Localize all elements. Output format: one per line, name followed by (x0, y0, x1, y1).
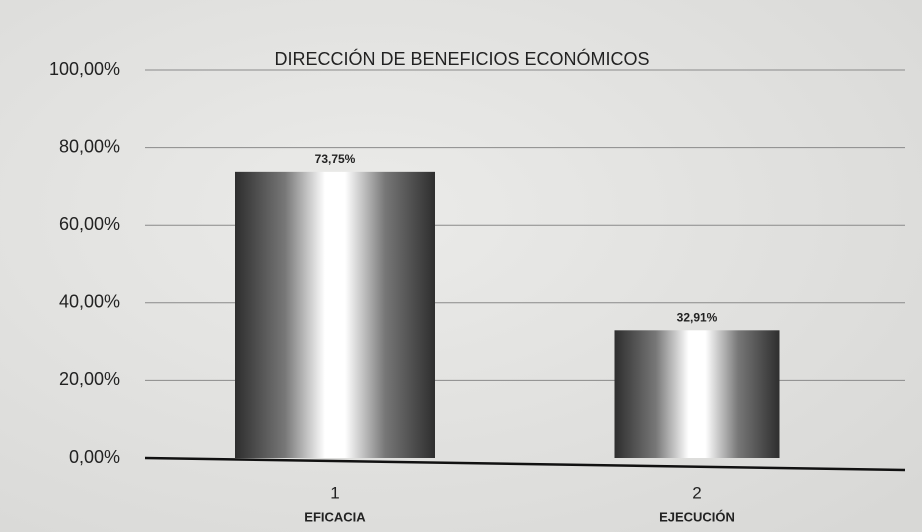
y-tick-label: 60,00% (59, 214, 120, 234)
x-tick-label: 1 (330, 483, 339, 502)
bar (614, 330, 780, 458)
y-tick-label: 0,00% (69, 447, 120, 467)
chart-title: DIRECCIÓN DE BENEFICIOS ECONÓMICOS (274, 48, 649, 69)
data-label: 73,75% (315, 152, 356, 166)
y-tick-label: 40,00% (59, 292, 120, 312)
x-tick-sublabel: EJECUCIÓN (659, 509, 735, 524)
y-tick-label: 100,00% (49, 59, 120, 79)
x-tick-sublabel: EFICACIA (304, 509, 366, 524)
x-tick-label: 2 (692, 483, 701, 502)
y-tick-label: 80,00% (59, 136, 120, 156)
data-label: 32,91% (677, 310, 718, 324)
y-tick-label: 20,00% (59, 369, 120, 389)
x-axis (144, 456, 906, 472)
bar (235, 171, 435, 458)
